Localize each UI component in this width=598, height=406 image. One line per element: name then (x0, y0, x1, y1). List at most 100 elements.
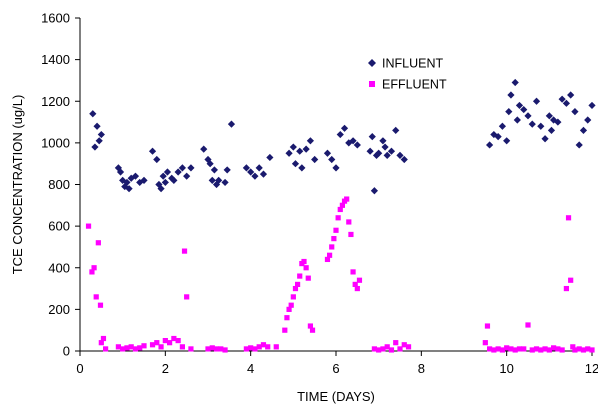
influent-point (215, 176, 223, 184)
effluent-point (184, 294, 190, 300)
influent-point (541, 135, 549, 143)
effluent-point (533, 346, 540, 352)
effluent-point (401, 342, 407, 348)
influent-point (349, 137, 357, 145)
influent-point (353, 141, 361, 149)
effluent-point (504, 345, 510, 351)
effluent-point (205, 346, 211, 352)
influent-point (125, 185, 133, 193)
effluent-point (354, 285, 360, 292)
influent-point (123, 178, 131, 187)
effluent-point (137, 345, 143, 351)
influent-point (528, 120, 536, 128)
x-tick-label: 12 (585, 361, 598, 376)
effluent-point (542, 346, 548, 352)
effluent-point (352, 281, 358, 287)
effluent-point (348, 231, 354, 238)
y-axis-title: TCE CONCENTRATION (ug/L) (10, 95, 25, 275)
influent-point (148, 147, 157, 155)
influent-point (379, 137, 387, 145)
effluent-point (260, 342, 267, 348)
effluent-point (290, 294, 296, 300)
effluent-point (89, 269, 95, 275)
effluent-point (309, 327, 316, 333)
legend-marker-diamond-icon (368, 59, 376, 67)
influent-point (97, 130, 105, 139)
influent-point (227, 120, 236, 128)
effluent-point (85, 223, 92, 229)
effluent-point (329, 244, 335, 250)
influent-point (178, 164, 186, 172)
effluent-point (307, 323, 313, 329)
influent-point (396, 151, 404, 159)
influent-point (210, 166, 218, 174)
effluent-point (158, 344, 164, 350)
influent-point (511, 78, 519, 87)
effluent-point (529, 347, 535, 353)
x-tick-label: 8 (418, 361, 425, 376)
influent-point (187, 164, 195, 172)
effluent-point (572, 347, 578, 353)
y-tick-label: 200 (48, 302, 70, 317)
x-tick-label: 6 (332, 361, 339, 376)
influent-point (537, 122, 545, 130)
effluent-point (393, 340, 399, 346)
effluent-point (344, 196, 350, 202)
effluent-point (516, 346, 523, 352)
influent-point (545, 112, 553, 120)
y-tick-group: 0 200 400 600 800 1000 1200 1400 1600 (41, 11, 80, 359)
effluent-point (565, 215, 572, 221)
effluent-point (305, 275, 311, 281)
y-tick-label: 400 (48, 260, 70, 275)
effluent-point (484, 323, 491, 329)
effluent-point (356, 277, 363, 283)
influent-point (579, 126, 588, 134)
effluent-point (576, 346, 582, 352)
effluent-point (297, 273, 303, 279)
effluent-point (128, 344, 134, 350)
influent-point (296, 147, 304, 155)
influent-point (584, 116, 592, 124)
effluent-point (295, 281, 301, 287)
effluent-point (324, 256, 331, 263)
influent-point (503, 137, 511, 145)
legend: INFLUENT EFFLUENT (368, 57, 447, 92)
influent-point (200, 145, 208, 153)
influent-point (524, 112, 532, 120)
effluent-point (181, 248, 188, 254)
influent-point (259, 170, 268, 178)
influent-point (366, 147, 374, 155)
influent-point (490, 130, 498, 139)
effluent-point (499, 347, 505, 353)
influent-point (562, 99, 570, 107)
influent-point (255, 164, 263, 172)
effluent-point (273, 344, 279, 350)
x-tick-label: 10 (499, 361, 513, 376)
effluent-point (93, 294, 99, 300)
influent-point (486, 141, 494, 149)
influent-point (251, 172, 259, 180)
influent-point (163, 168, 172, 176)
influent-point (498, 122, 506, 130)
effluent-point (265, 344, 271, 350)
effluent-point (209, 345, 215, 351)
effluent-point (521, 346, 527, 352)
influent-point (345, 139, 353, 147)
effluent-point (337, 206, 343, 213)
effluent-point (580, 347, 587, 353)
x-tick-label: 4 (247, 361, 254, 376)
effluent-point (331, 236, 337, 242)
effluent-point (376, 347, 382, 353)
y-tick-label: 600 (48, 219, 70, 234)
effluent-point (120, 346, 126, 352)
influent-point (547, 126, 556, 134)
effluent-point (252, 346, 258, 352)
effluent-point (100, 335, 107, 342)
effluent-point (559, 347, 565, 353)
influent-point (95, 137, 103, 145)
influent-point (221, 178, 229, 187)
influent-point (381, 143, 389, 151)
influent-point (291, 160, 300, 168)
effluent-point (371, 346, 377, 352)
effluent-point (563, 285, 569, 292)
